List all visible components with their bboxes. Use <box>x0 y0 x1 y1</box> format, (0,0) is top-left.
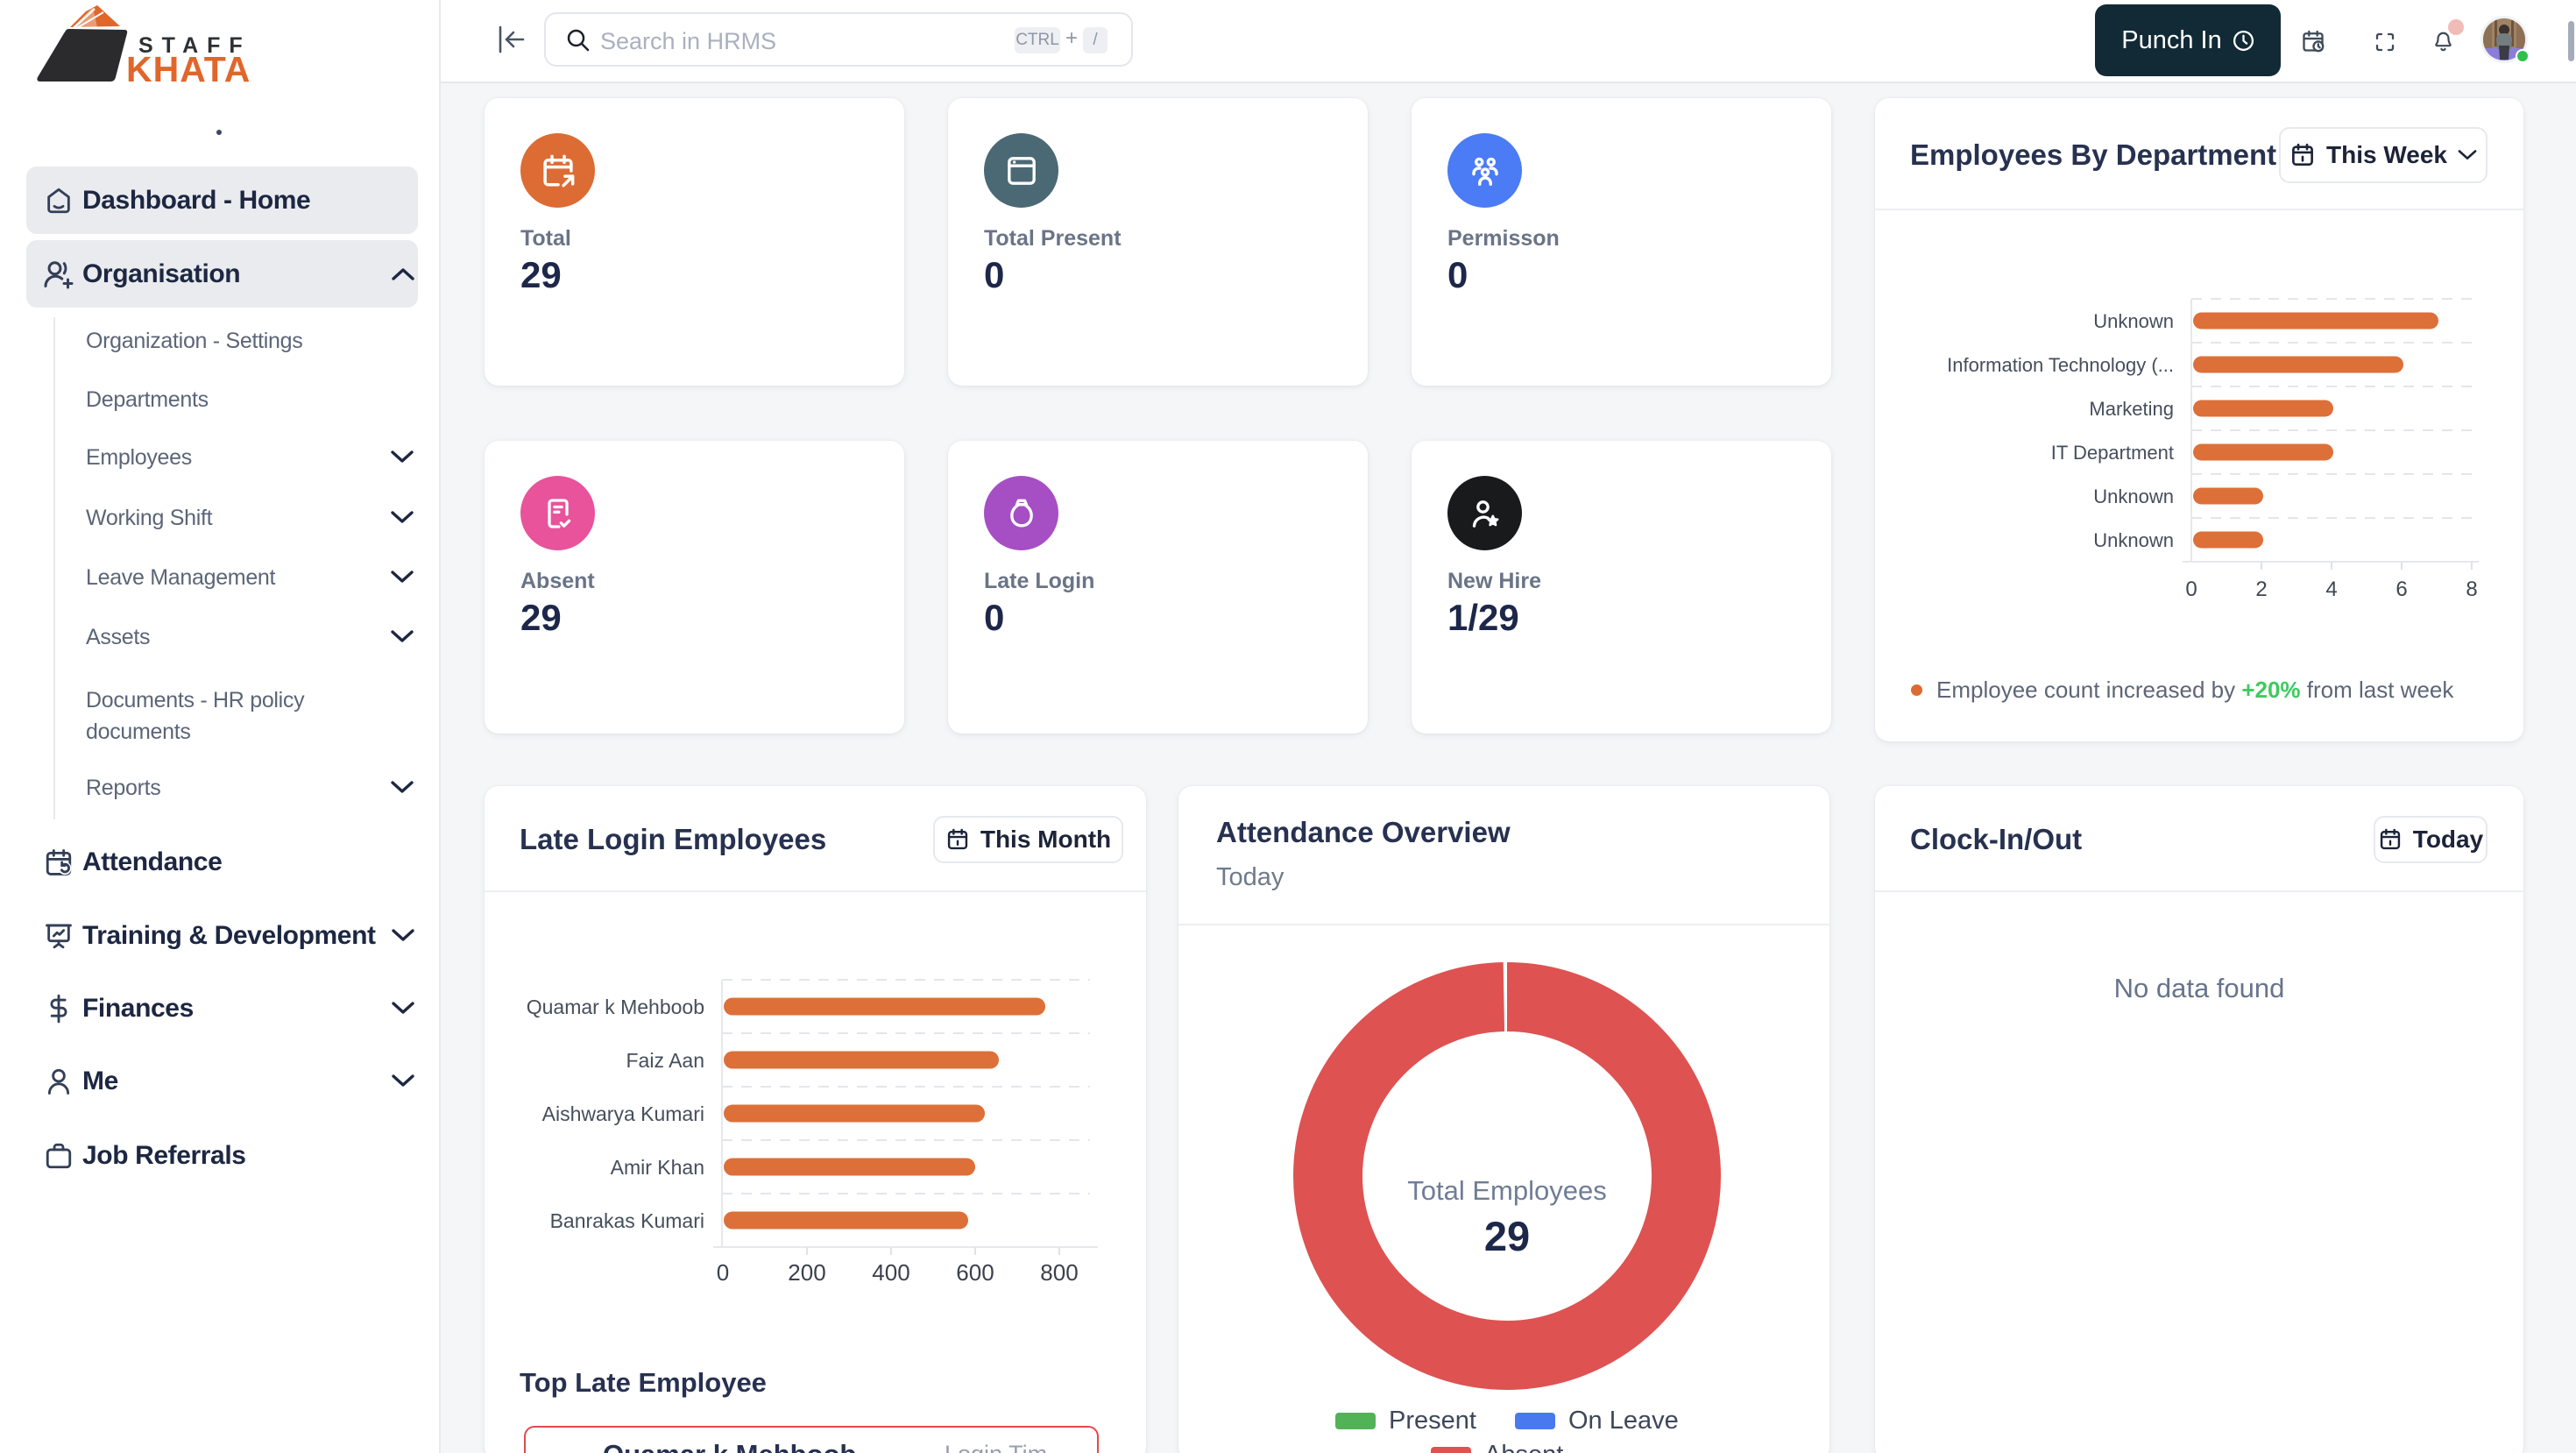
svg-text:8: 8 <box>2466 578 2477 601</box>
svg-text:0: 0 <box>2185 578 2197 601</box>
svg-text:2: 2 <box>2255 578 2267 601</box>
svg-text:Information Technology (...: Information Technology (... <box>1947 354 2174 376</box>
svg-text:Unknown: Unknown <box>2093 486 2174 507</box>
svg-text:KHATA: KHATA <box>126 49 251 85</box>
svg-text:Faiz Aan: Faiz Aan <box>626 1049 705 1072</box>
svg-text:Unknown: Unknown <box>2093 529 2174 551</box>
svg-text:600: 600 <box>956 1259 994 1286</box>
svg-text:6: 6 <box>2396 578 2407 601</box>
svg-text:Quamar k Mehboob: Quamar k Mehboob <box>527 996 704 1018</box>
svg-text:STAFF: STAFF <box>138 33 251 58</box>
svg-text:400: 400 <box>872 1259 909 1286</box>
svg-text:0: 0 <box>717 1259 729 1286</box>
svg-text:Unknown: Unknown <box>2093 310 2174 332</box>
svg-text:800: 800 <box>1040 1259 1078 1286</box>
svg-text:200: 200 <box>788 1259 825 1286</box>
svg-text:Amir Khan: Amir Khan <box>611 1156 704 1179</box>
svg-text:IT Department: IT Department <box>2051 442 2174 464</box>
svg-text:Banrakas Kumari: Banrakas Kumari <box>550 1209 704 1232</box>
svg-text:Aishwarya Kumari: Aishwarya Kumari <box>542 1102 704 1125</box>
svg-text:Marketing: Marketing <box>2089 398 2174 420</box>
svg-text:4: 4 <box>2325 578 2337 601</box>
